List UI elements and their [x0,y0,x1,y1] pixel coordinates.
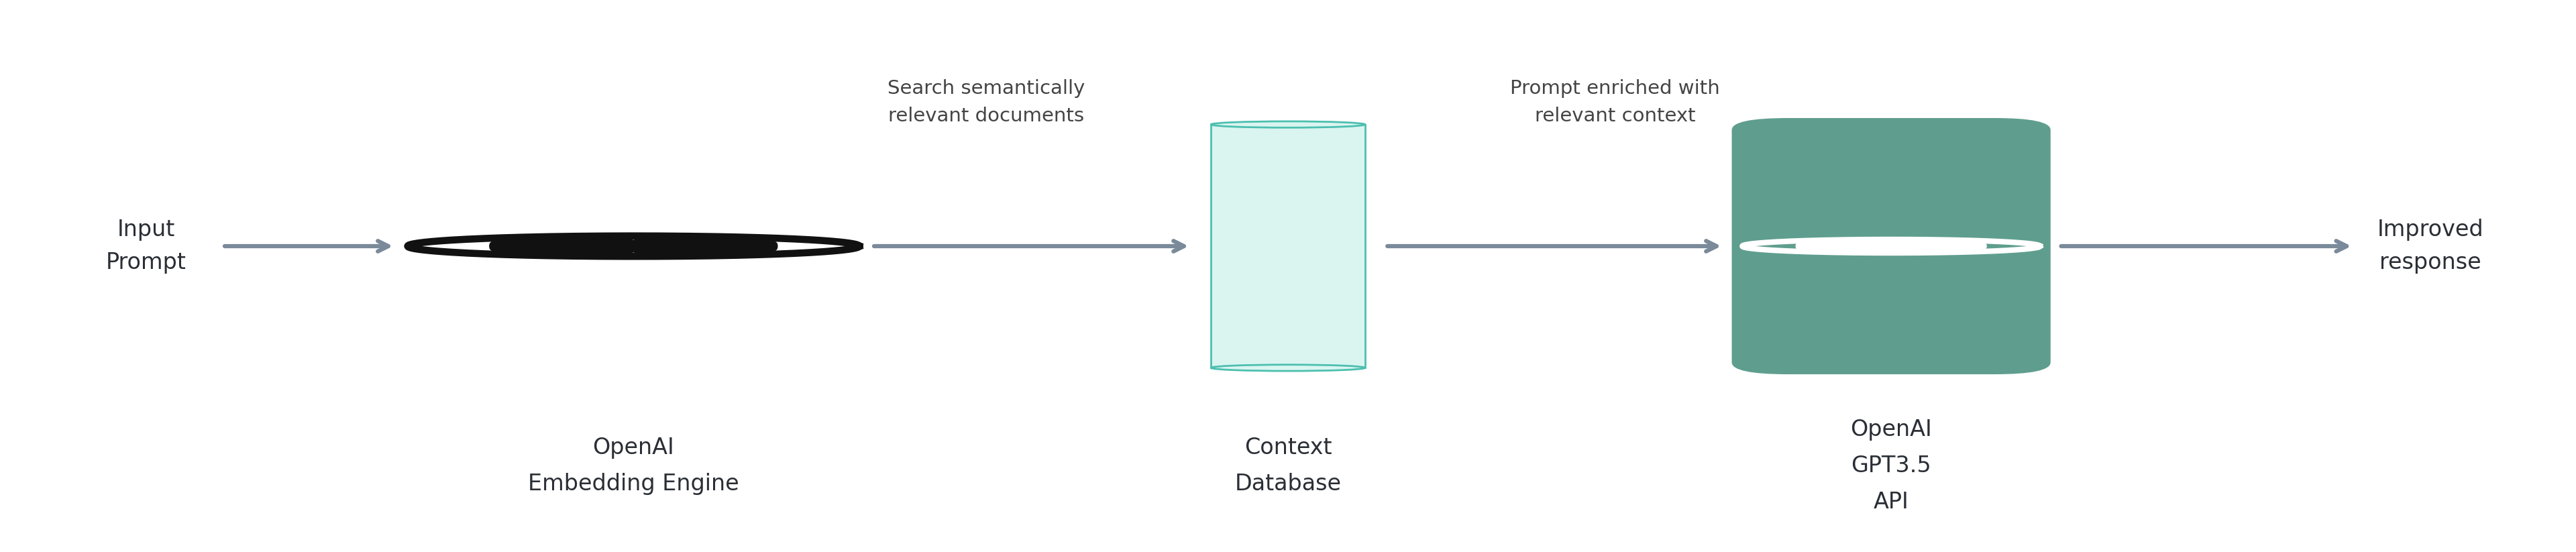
FancyBboxPatch shape [1211,124,1365,368]
Text: Input
Prompt: Input Prompt [106,219,185,274]
Text: Search semantically
relevant documents: Search semantically relevant documents [889,79,1084,125]
Text: OpenAI
GPT3.5
API: OpenAI GPT3.5 API [1850,419,1932,513]
Text: Prompt enriched with
relevant context: Prompt enriched with relevant context [1510,79,1721,125]
Text: OpenAI
Embedding Engine: OpenAI Embedding Engine [528,437,739,495]
Text: Improved
response: Improved response [2378,219,2483,274]
Text: Context
Database: Context Database [1234,437,1342,495]
FancyBboxPatch shape [1731,118,2050,374]
Ellipse shape [1211,365,1365,371]
Ellipse shape [1211,121,1365,128]
